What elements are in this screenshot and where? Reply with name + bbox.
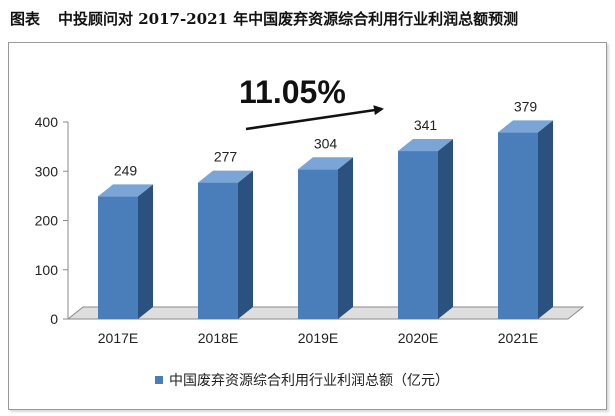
y-tick-label: 0 [50,311,58,327]
y-tick-label: 300 [35,163,59,179]
bar-front [98,196,138,319]
bar-top [498,120,553,133]
bar-side [538,120,553,319]
bar [98,184,153,319]
y-axis: 0 100 200 300 400 [35,114,69,327]
legend: 中国废弃资源综合利用行业利润总额（亿元） [155,372,449,388]
x-tick-label: 2019E [298,330,338,346]
bar-side [438,139,453,319]
data-label: 277 [214,149,238,165]
data-label: 379 [514,98,538,114]
y-tick-label: 100 [35,262,59,278]
growth-arrow [245,105,384,131]
figure-caption: 图表 中投顾问对 2017-2021 年中国废弃资源综合利用行业利润总额预测 [10,6,610,32]
bar-front [298,169,338,319]
bar [498,120,553,319]
bar-top [198,170,253,183]
caption-label: 图表 [10,10,41,28]
bar-front [498,132,538,319]
bar-top [298,157,353,170]
bar [198,170,253,319]
bar-chart: 0 100 200 300 400 249 2017E 277 2018E 304 2019E 34… [35,74,585,388]
bar [298,157,353,319]
bar-front [398,151,438,319]
labels: 249 2017E 277 2018E 304 2019E 341 2020E 379 2021E [98,98,538,346]
caption-title: 中投顾问对 2017-2021 年中国废弃资源综合利用行业利润总额预测 [58,10,519,28]
legend-swatch [155,376,163,384]
bar-top [398,139,453,152]
x-tick-label: 2020E [398,330,438,346]
legend-label: 中国废弃资源综合利用行业利润总额（亿元） [169,372,449,388]
y-tick-label: 200 [35,213,59,229]
data-label: 304 [314,135,338,151]
growth-rate-label: 11.05% [239,74,346,110]
bar-front [198,182,238,319]
y-tick-label: 400 [35,114,59,130]
data-label: 341 [414,117,438,133]
legend-item: 中国废弃资源综合利用行业利润总额（亿元） [155,372,449,388]
data-label: 249 [114,162,138,178]
chart-frame: 0 100 200 300 400 249 2017E 277 2018E 304 2019E 34… [8,42,607,410]
x-tick-label: 2021E [498,330,538,346]
x-tick-label: 2017E [98,330,138,346]
bar [398,139,453,319]
bars [98,120,553,319]
x-tick-label: 2018E [198,330,238,346]
bar-top [98,184,153,197]
bar-side [338,157,353,319]
bar-side [138,184,153,319]
growth-annotation: 11.05% [239,74,384,131]
bar-side [238,170,253,319]
